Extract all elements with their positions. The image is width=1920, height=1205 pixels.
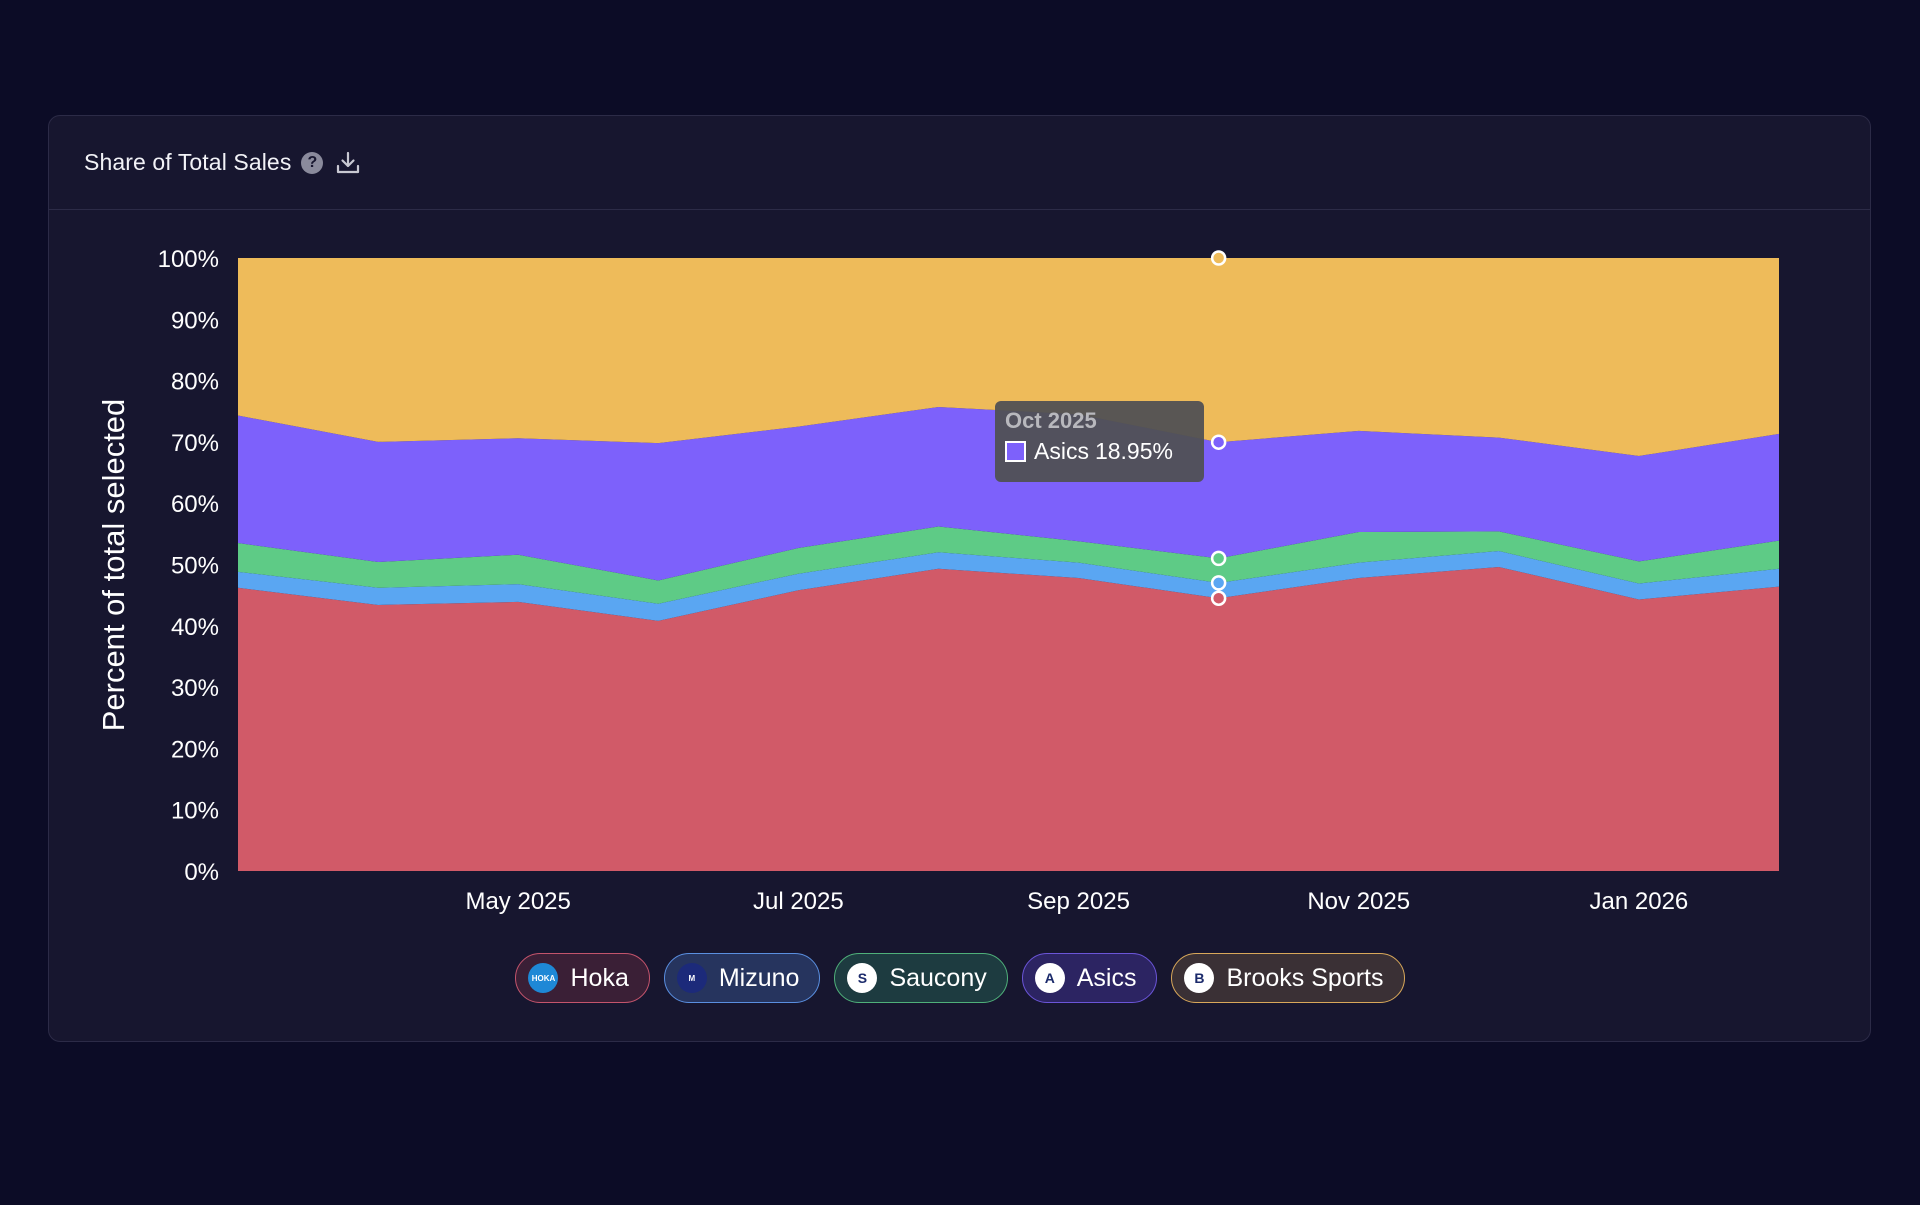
legend-item-saucony[interactable]: S Saucony bbox=[834, 953, 1008, 1003]
y-tick-label: 100% bbox=[158, 246, 219, 273]
legend-label: Saucony bbox=[889, 963, 987, 992]
area-hoka[interactable] bbox=[238, 566, 1779, 871]
y-tick-label: 50% bbox=[171, 553, 219, 580]
tooltip-title: Oct 2025 bbox=[1005, 408, 1097, 433]
area-asics[interactable] bbox=[238, 406, 1779, 581]
tooltip-row: Asics 18.95% bbox=[1005, 438, 1194, 465]
legend-label: Brooks Sports bbox=[1226, 963, 1384, 992]
area-brooks-sports[interactable] bbox=[238, 258, 1779, 456]
x-tick-label: Sep 2025 bbox=[1027, 888, 1130, 915]
saucony-logo-icon: S bbox=[847, 963, 878, 993]
x-tick-label: Jan 2026 bbox=[1590, 888, 1689, 915]
x-tick-label: May 2025 bbox=[465, 888, 570, 915]
y-axis-label: Percent of total selected bbox=[96, 399, 131, 732]
y-tick-label: 30% bbox=[171, 675, 219, 702]
x-tick-label: Nov 2025 bbox=[1307, 888, 1410, 915]
tooltip-swatch bbox=[1005, 441, 1026, 462]
card-title: Share of Total Sales bbox=[84, 149, 292, 175]
tooltip-value: 18.95% bbox=[1094, 438, 1173, 464]
y-tick-label: 10% bbox=[171, 798, 219, 825]
area-mizuno[interactable] bbox=[238, 551, 1779, 621]
download-icon[interactable] bbox=[335, 150, 361, 176]
legend-item-hoka[interactable]: HOKA Hoka bbox=[515, 953, 650, 1003]
y-tick-label: 60% bbox=[171, 491, 219, 518]
legend-label: Hoka bbox=[570, 963, 629, 992]
legend-label: Asics bbox=[1076, 963, 1137, 992]
brooks-sports-logo-icon: B bbox=[1184, 963, 1215, 993]
tooltip: Oct 2025 Asics 18.95% bbox=[995, 401, 1204, 482]
y-tick-label: 70% bbox=[171, 430, 219, 457]
y-tick-label: 90% bbox=[171, 307, 219, 334]
tooltip-series: Asics bbox=[1034, 438, 1089, 464]
legend-label: Mizuno bbox=[718, 963, 800, 992]
hover-marker-hoka bbox=[1210, 590, 1227, 606]
hover-marker-mizuno bbox=[1210, 575, 1227, 591]
legend: HOKA Hoka M Mizuno S Saucony A Asics B Brooks Spo… bbox=[0, 953, 1920, 1003]
legend-item-asics[interactable]: A Asics bbox=[1021, 953, 1158, 1003]
hover-marker-asics bbox=[1210, 434, 1227, 450]
hover-marker-brooks-sports bbox=[1210, 250, 1227, 266]
y-tick-label: 20% bbox=[171, 736, 219, 763]
area-saucony[interactable] bbox=[238, 526, 1779, 604]
help-circle-icon[interactable]: ? bbox=[301, 151, 324, 174]
y-tick-label: 40% bbox=[171, 614, 219, 641]
card-header: Share of Total Sales ? bbox=[49, 116, 1870, 210]
x-tick-label: Jul 2025 bbox=[753, 888, 844, 915]
legend-item-brooks-sports[interactable]: B Brooks Sports bbox=[1171, 953, 1405, 1003]
y-tick-label: 80% bbox=[171, 369, 219, 396]
asics-logo-icon: A bbox=[1034, 963, 1065, 993]
hoka-logo-icon: HOKA bbox=[528, 963, 559, 993]
legend-item-mizuno[interactable]: M Mizuno bbox=[663, 953, 821, 1003]
mizuno-logo-icon: M bbox=[676, 963, 707, 993]
y-tick-label: 0% bbox=[184, 859, 219, 886]
hover-marker-saucony bbox=[1210, 550, 1227, 567]
